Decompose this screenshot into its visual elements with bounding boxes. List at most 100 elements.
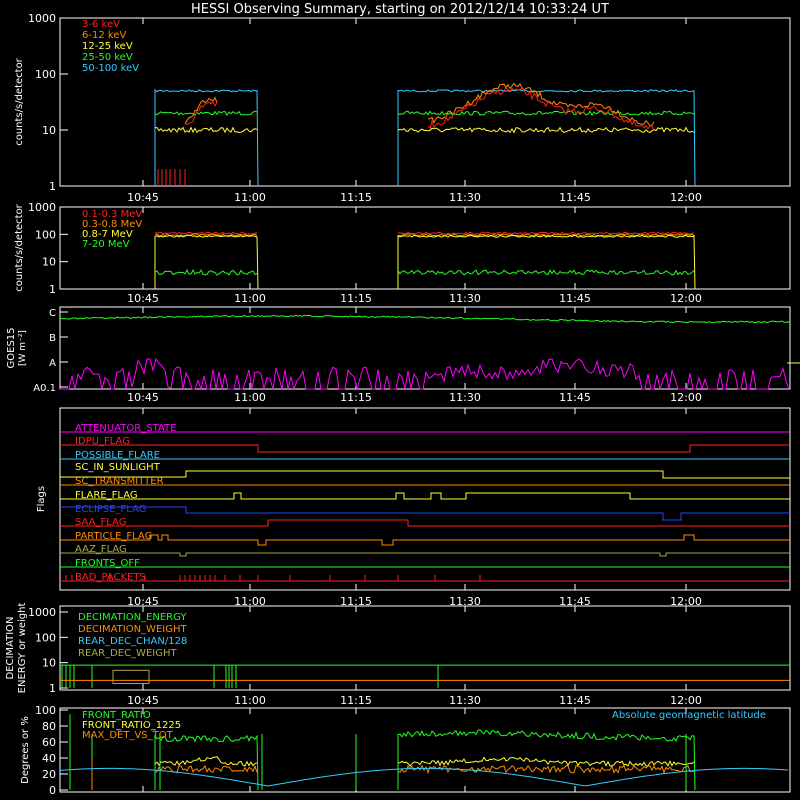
legend-entry: 3-6 keV	[82, 19, 120, 30]
series-3-6kev	[427, 87, 655, 132]
front-ratio-1225	[397, 756, 695, 767]
x-tick-label: 11:45	[559, 694, 591, 707]
flag-line-aaz_flag	[60, 552, 790, 557]
flag-line-eclipse_flag	[60, 506, 790, 521]
y-tick-label: 100	[35, 228, 56, 241]
y-tick-label: 20	[42, 768, 56, 781]
goes-long-channel	[59, 314, 791, 324]
x-tick-label: 11:15	[340, 595, 372, 608]
y-axis-label: DECIMATION	[5, 616, 16, 679]
flag-label: AAZ_FLAG	[75, 544, 127, 555]
x-tick-label: 11:15	[340, 694, 372, 707]
y-tick-label: 100	[35, 631, 56, 644]
y-tick-label: 1	[49, 180, 56, 193]
legend-entry: MAX_DET_VS_TOT	[82, 730, 174, 741]
series-0.1-0.3mev	[154, 231, 258, 235]
legend-entry: DECIMATION_ENERGY	[78, 612, 187, 623]
x-tick-label: 11:15	[340, 292, 372, 305]
x-tick-label: 11:00	[234, 595, 266, 608]
y-tick-label: 0	[49, 784, 56, 797]
y-tick-label: A	[49, 358, 56, 369]
y-axis-label-2: ENERGY or weight	[17, 603, 28, 694]
y-tick-label: B	[49, 333, 56, 344]
x-tick-label: 11:00	[234, 292, 266, 305]
flag-label: SC_IN_SUNLIGHT	[75, 462, 161, 473]
flag-label: POSSIBLE_FLARE	[75, 450, 160, 461]
series-3-6kev	[184, 100, 218, 126]
y-tick-label: 10	[42, 657, 56, 670]
x-tick-label: 10:45	[127, 191, 159, 204]
geomagnetic-latitude	[59, 767, 789, 787]
x-tick-label: 11:30	[449, 292, 481, 305]
x-tick-label: 10:45	[127, 292, 159, 305]
series-7-20mev	[154, 269, 258, 276]
panel-frame-5	[59, 707, 791, 793]
series-0.3-0.8mev	[154, 233, 258, 237]
legend-entry: 6-12 keV	[82, 30, 126, 41]
flag-line-saa_flag	[60, 519, 790, 527]
panel-frame-2	[59, 306, 791, 390]
front-ratio	[154, 734, 259, 791]
max-det-vs-tot	[154, 764, 258, 774]
flag-label: PARTICLE_FLAG	[75, 531, 152, 542]
x-tick-label: 11:45	[559, 292, 591, 305]
x-tick-label: 11:30	[449, 595, 481, 608]
panel-frame-1	[59, 206, 791, 290]
front-ratio-1225	[154, 756, 258, 767]
y-tick-label: 1	[49, 682, 56, 695]
flag-label: FRONTS_OFF	[75, 558, 140, 569]
flag-label: IDPU_FLAG	[75, 436, 130, 447]
x-tick-label: 12:00	[670, 391, 702, 404]
y-tick-label: 40	[42, 752, 56, 765]
annotation-geomagnetic-latitude: Absolute geomagnetic latitude	[612, 710, 766, 721]
flag-label: SC_TRANSMITTER	[75, 476, 164, 487]
y-tick-label: 100	[35, 68, 56, 81]
x-tick-label: 12:00	[670, 191, 702, 204]
flag-label: ATTENUATOR_STATE	[75, 423, 176, 434]
legend-entry: 0.3-0.8 MeV	[82, 219, 142, 230]
y-axis-label: counts/s/detector	[14, 203, 25, 291]
series-6-12kev	[184, 96, 218, 125]
flag-line-flare_flag	[60, 492, 790, 500]
legend-entry: FRONT_RATIO_1225	[82, 720, 181, 731]
front-ratio	[397, 729, 696, 791]
series-50-100kev	[397, 89, 696, 187]
legend-entry: REAR_DEC_WEIGHT	[78, 648, 177, 659]
y-axis-label: counts/s/detector	[14, 57, 25, 145]
x-tick-label: 11:45	[559, 391, 591, 404]
series-0.8-7mev	[154, 234, 259, 290]
y-axis-label: Flags	[36, 486, 47, 512]
x-tick-label: 11:30	[449, 391, 481, 404]
series-0.3-0.8mev	[397, 233, 695, 237]
flag-label: SAA_FLAG	[75, 517, 126, 528]
x-tick-label: 12:00	[670, 694, 702, 707]
x-tick-label: 11:00	[234, 694, 266, 707]
y-tick-label: 80	[42, 720, 56, 733]
series-6-12kev	[427, 82, 655, 127]
legend-entry: 25-50 keV	[82, 52, 133, 63]
panel-frame-0	[59, 17, 791, 187]
series-0.8-7mev	[397, 234, 696, 290]
y-tick-label: 10	[42, 256, 56, 269]
y-tick-label: 60	[42, 736, 56, 749]
x-tick-label: 11:45	[559, 595, 591, 608]
x-tick-label: 11:00	[234, 191, 266, 204]
rear-dec-weight-box	[112, 669, 150, 685]
x-tick-label: 11:00	[234, 391, 266, 404]
y-tick-label: A0.1	[33, 383, 56, 394]
y-tick-label: 1000	[28, 201, 56, 214]
flag-line-particle_flag	[60, 534, 790, 546]
x-tick-label: 12:00	[670, 292, 702, 305]
x-tick-label: 11:15	[340, 191, 372, 204]
legend-entry: 0.8-7 MeV	[82, 229, 133, 240]
series-7-20mev	[397, 269, 695, 276]
y-axis-label-units: [W m⁻²]	[18, 330, 28, 366]
y-tick-label: 100	[35, 704, 56, 717]
series-12-25kev	[154, 126, 258, 134]
legend-entry: 50-100 keV	[82, 63, 139, 74]
flag-label: ECLIPSE_FLAG	[75, 504, 146, 515]
series-12-25kev	[397, 126, 695, 134]
legend-entry: FRONT_RATIO	[82, 710, 151, 721]
